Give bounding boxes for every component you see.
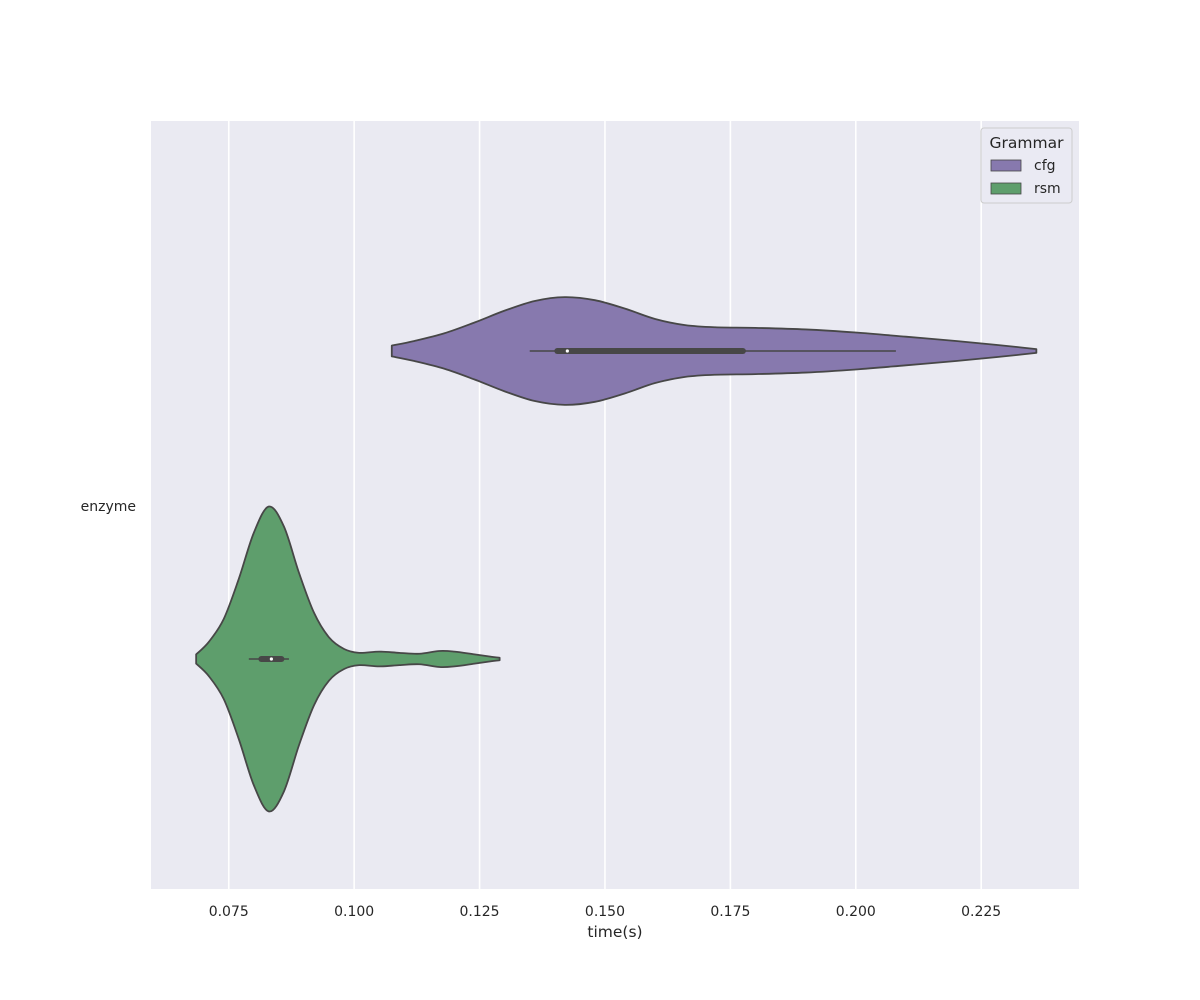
- violin-cfg: [390, 296, 1038, 406]
- x-tick-label: 0.100: [334, 904, 374, 920]
- violin-body-rsm: [195, 505, 501, 813]
- y-tick-label-enzyme: enzyme: [81, 499, 136, 515]
- legend-swatch-cfg: [990, 159, 1022, 172]
- median-cfg: [565, 349, 569, 353]
- plot-area: [151, 121, 1079, 889]
- x-tick-label: 0.125: [460, 904, 500, 920]
- x-axis-label: time(s): [587, 923, 642, 941]
- grid-lines: [227, 121, 982, 889]
- legend-label-cfg: cfg: [1034, 158, 1056, 174]
- x-axis-ticks: 0.075 0.100 0.125 0.150 0.175 0.200 0.225: [209, 904, 1002, 920]
- x-tick-label: 0.225: [961, 904, 1001, 920]
- violin-rsm: [195, 505, 501, 813]
- x-tick-label: 0.200: [836, 904, 876, 920]
- legend-label-rsm: rsm: [1034, 181, 1061, 197]
- x-tick-label: 0.075: [209, 904, 249, 920]
- legend: Grammar cfg rsm: [980, 127, 1073, 204]
- x-tick-label: 0.150: [585, 904, 625, 920]
- x-tick-label: 0.175: [710, 904, 750, 920]
- median-rsm: [269, 657, 273, 661]
- legend-title: Grammar: [990, 134, 1065, 152]
- legend-swatch-rsm: [990, 182, 1022, 195]
- violins: [195, 296, 1038, 813]
